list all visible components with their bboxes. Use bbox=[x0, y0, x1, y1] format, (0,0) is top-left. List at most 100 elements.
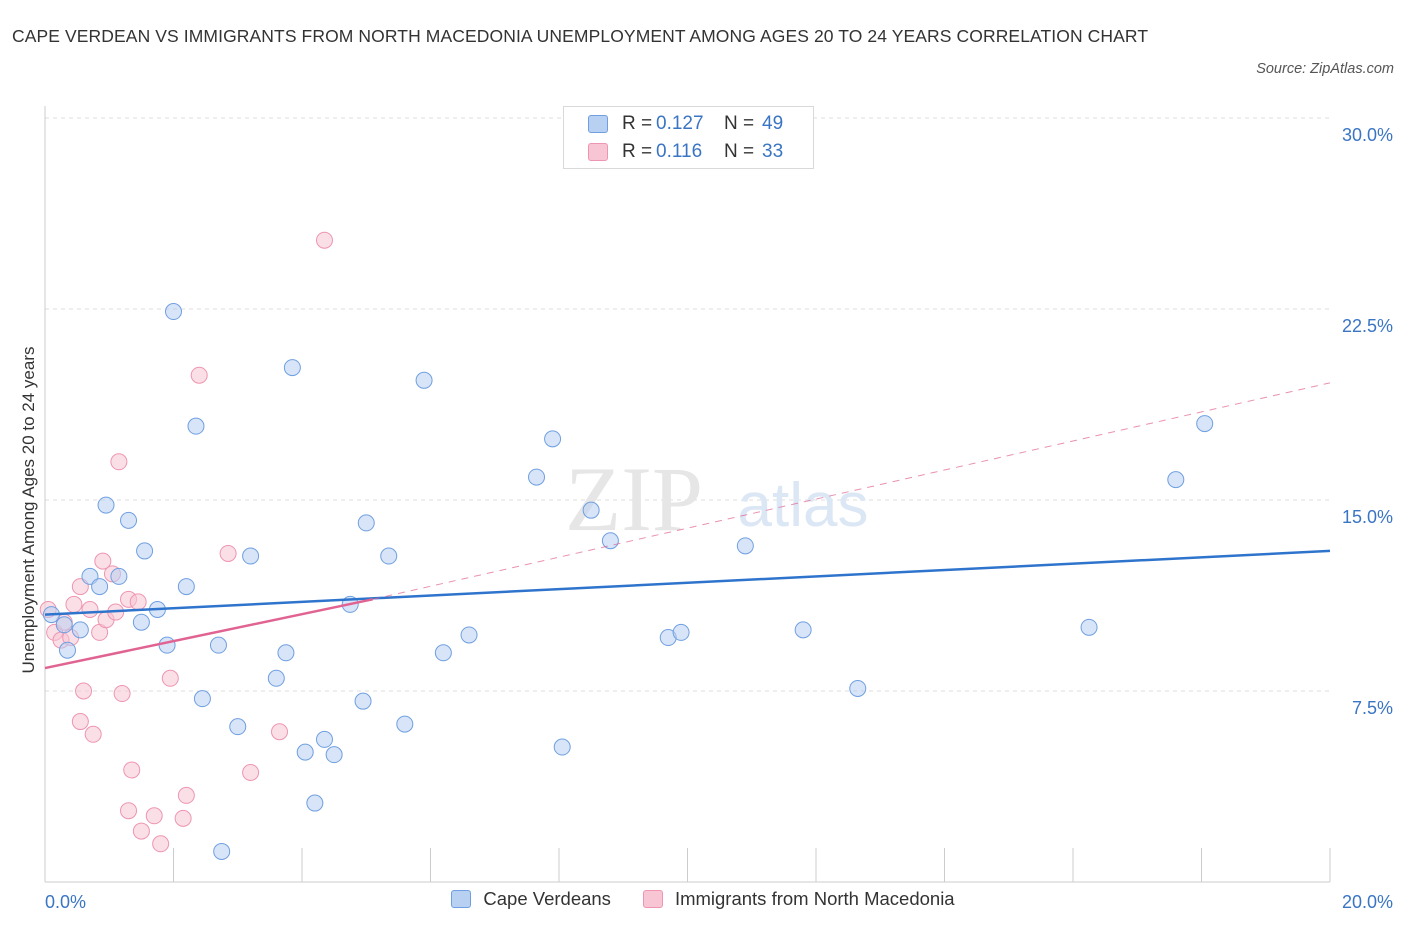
data-point-north-macedonia bbox=[84, 725, 102, 743]
blue-swatch bbox=[588, 115, 608, 133]
data-point-north-macedonia bbox=[145, 807, 163, 825]
data-point-cape-verdeans bbox=[544, 430, 562, 448]
x-tick-label: 20.0% bbox=[1342, 892, 1393, 912]
data-point-north-macedonia bbox=[161, 669, 179, 687]
data-point-north-macedonia bbox=[190, 366, 208, 384]
y-axis-title: Unemployment Among Ages 20 to 24 years bbox=[19, 347, 38, 674]
data-point-cape-verdeans bbox=[357, 514, 375, 532]
data-point-cape-verdeans bbox=[460, 626, 478, 644]
data-point-cape-verdeans bbox=[110, 567, 128, 585]
data-point-north-macedonia bbox=[174, 809, 192, 827]
r-label: R = bbox=[622, 141, 653, 162]
n-value: 33 bbox=[762, 141, 784, 162]
data-point-cape-verdeans bbox=[415, 371, 433, 389]
pink-swatch bbox=[588, 143, 608, 161]
r-label: R = bbox=[622, 113, 653, 134]
data-point-north-macedonia bbox=[65, 595, 83, 613]
trend-line-cape-verdeans bbox=[44, 549, 1331, 616]
data-point-north-macedonia bbox=[242, 763, 260, 781]
axes bbox=[44, 106, 1331, 883]
data-point-cape-verdeans bbox=[315, 730, 333, 748]
data-point-cape-verdeans bbox=[849, 679, 867, 697]
data-point-north-macedonia bbox=[81, 601, 99, 619]
data-point-cape-verdeans bbox=[277, 644, 295, 662]
data-point-north-macedonia bbox=[129, 593, 147, 611]
data-point-cape-verdeans bbox=[396, 715, 414, 733]
y-tick-label: 7.5% bbox=[1352, 698, 1393, 718]
data-point-cape-verdeans bbox=[58, 641, 76, 659]
x-tick-label: 0.0% bbox=[45, 892, 86, 912]
data-point-cape-verdeans bbox=[283, 359, 301, 377]
trend-lines bbox=[44, 382, 1331, 670]
data-point-cape-verdeans bbox=[165, 303, 182, 321]
data-point-cape-verdeans bbox=[528, 468, 546, 486]
data-point-north-macedonia bbox=[315, 231, 333, 249]
watermark: ZIP atlas bbox=[565, 448, 868, 550]
data-point-cape-verdeans bbox=[306, 794, 324, 812]
chart-title: CAPE VERDEAN VS IMMIGRANTS FROM NORTH MA… bbox=[12, 26, 1149, 46]
data-point-north-macedonia bbox=[132, 822, 150, 840]
legend-row-cape-verdeans: R = 0.127 N = 49 bbox=[588, 112, 783, 136]
data-point-north-macedonia bbox=[152, 835, 170, 853]
legend-row-north-macedonia: R = 0.116 N = 33 bbox=[588, 140, 783, 164]
data-point-cape-verdeans bbox=[354, 692, 372, 710]
data-point-cape-verdeans bbox=[296, 743, 314, 761]
data-point-cape-verdeans bbox=[120, 511, 138, 529]
source-label: Source: ZipAtlas.com bbox=[1256, 61, 1394, 77]
data-point-north-macedonia bbox=[71, 713, 89, 731]
data-point-cape-verdeans bbox=[136, 542, 154, 560]
data-point-cape-verdeans bbox=[1080, 618, 1098, 636]
y-tick-label: 15.0% bbox=[1342, 507, 1393, 527]
legend-item-cape-verdeans[interactable]: Cape Verdeans bbox=[451, 888, 611, 910]
data-point-north-macedonia bbox=[75, 682, 93, 700]
data-point-cape-verdeans bbox=[736, 537, 754, 555]
data-point-cape-verdeans bbox=[209, 636, 227, 654]
blue-swatch bbox=[451, 890, 472, 908]
axis-labels: 7.5% 15.0% 22.5% 30.0% 0.0% 20.0% Unemployment… bbox=[19, 125, 1393, 912]
data-point-north-macedonia bbox=[113, 685, 131, 703]
watermark-atlas: atlas bbox=[738, 471, 869, 540]
n-value: 49 bbox=[762, 113, 784, 134]
data-point-cape-verdeans bbox=[158, 636, 176, 654]
data-point-cape-verdeans bbox=[71, 621, 89, 639]
data-point-cape-verdeans bbox=[132, 613, 150, 631]
legend-label: Immigrants from North Macedonia bbox=[674, 888, 955, 909]
series-legend: Cape Verdeans Immigrants from North Mace… bbox=[0, 888, 1406, 910]
data-point-cape-verdeans bbox=[55, 616, 73, 634]
pink-swatch bbox=[642, 890, 663, 908]
data-point-cape-verdeans bbox=[187, 417, 205, 435]
data-point-north-macedonia bbox=[120, 802, 138, 820]
y-tick-label: 22.5% bbox=[1342, 316, 1393, 336]
series-north-macedonia-points bbox=[39, 231, 333, 853]
data-point-cape-verdeans bbox=[267, 669, 285, 687]
data-point-cape-verdeans bbox=[242, 547, 260, 565]
data-point-cape-verdeans bbox=[380, 547, 398, 565]
data-point-cape-verdeans bbox=[91, 578, 109, 596]
r-value: 0.127 bbox=[656, 113, 704, 134]
y-tick-label: 30.0% bbox=[1342, 125, 1393, 145]
trend-line-north-macedonia-extended bbox=[372, 382, 1331, 600]
legend-item-north-macedonia[interactable]: Immigrants from North Macedonia bbox=[642, 888, 955, 910]
data-point-north-macedonia bbox=[94, 552, 112, 570]
stats-legend: R = 0.127 N = 49 R = 0.116 N = 33 bbox=[563, 106, 814, 169]
data-point-cape-verdeans bbox=[177, 578, 195, 596]
data-point-cape-verdeans bbox=[434, 644, 452, 662]
data-point-north-macedonia bbox=[177, 786, 195, 804]
watermark-zip: ZIP bbox=[565, 448, 703, 550]
data-point-cape-verdeans bbox=[582, 501, 600, 519]
data-point-cape-verdeans bbox=[325, 746, 343, 764]
r-value: 0.116 bbox=[656, 141, 703, 162]
data-point-north-macedonia bbox=[110, 453, 128, 471]
data-point-cape-verdeans bbox=[794, 621, 812, 639]
n-label: N = bbox=[724, 141, 755, 162]
data-point-north-macedonia bbox=[219, 544, 237, 562]
data-point-cape-verdeans bbox=[672, 623, 690, 641]
data-point-cape-verdeans bbox=[97, 496, 115, 514]
series-cape-verdeans-points bbox=[42, 303, 1214, 860]
legend-label: Cape Verdeans bbox=[483, 888, 611, 909]
data-point-cape-verdeans bbox=[1196, 415, 1214, 433]
data-point-cape-verdeans bbox=[553, 738, 571, 756]
data-point-cape-verdeans bbox=[1167, 471, 1185, 489]
data-point-cape-verdeans bbox=[229, 718, 247, 736]
